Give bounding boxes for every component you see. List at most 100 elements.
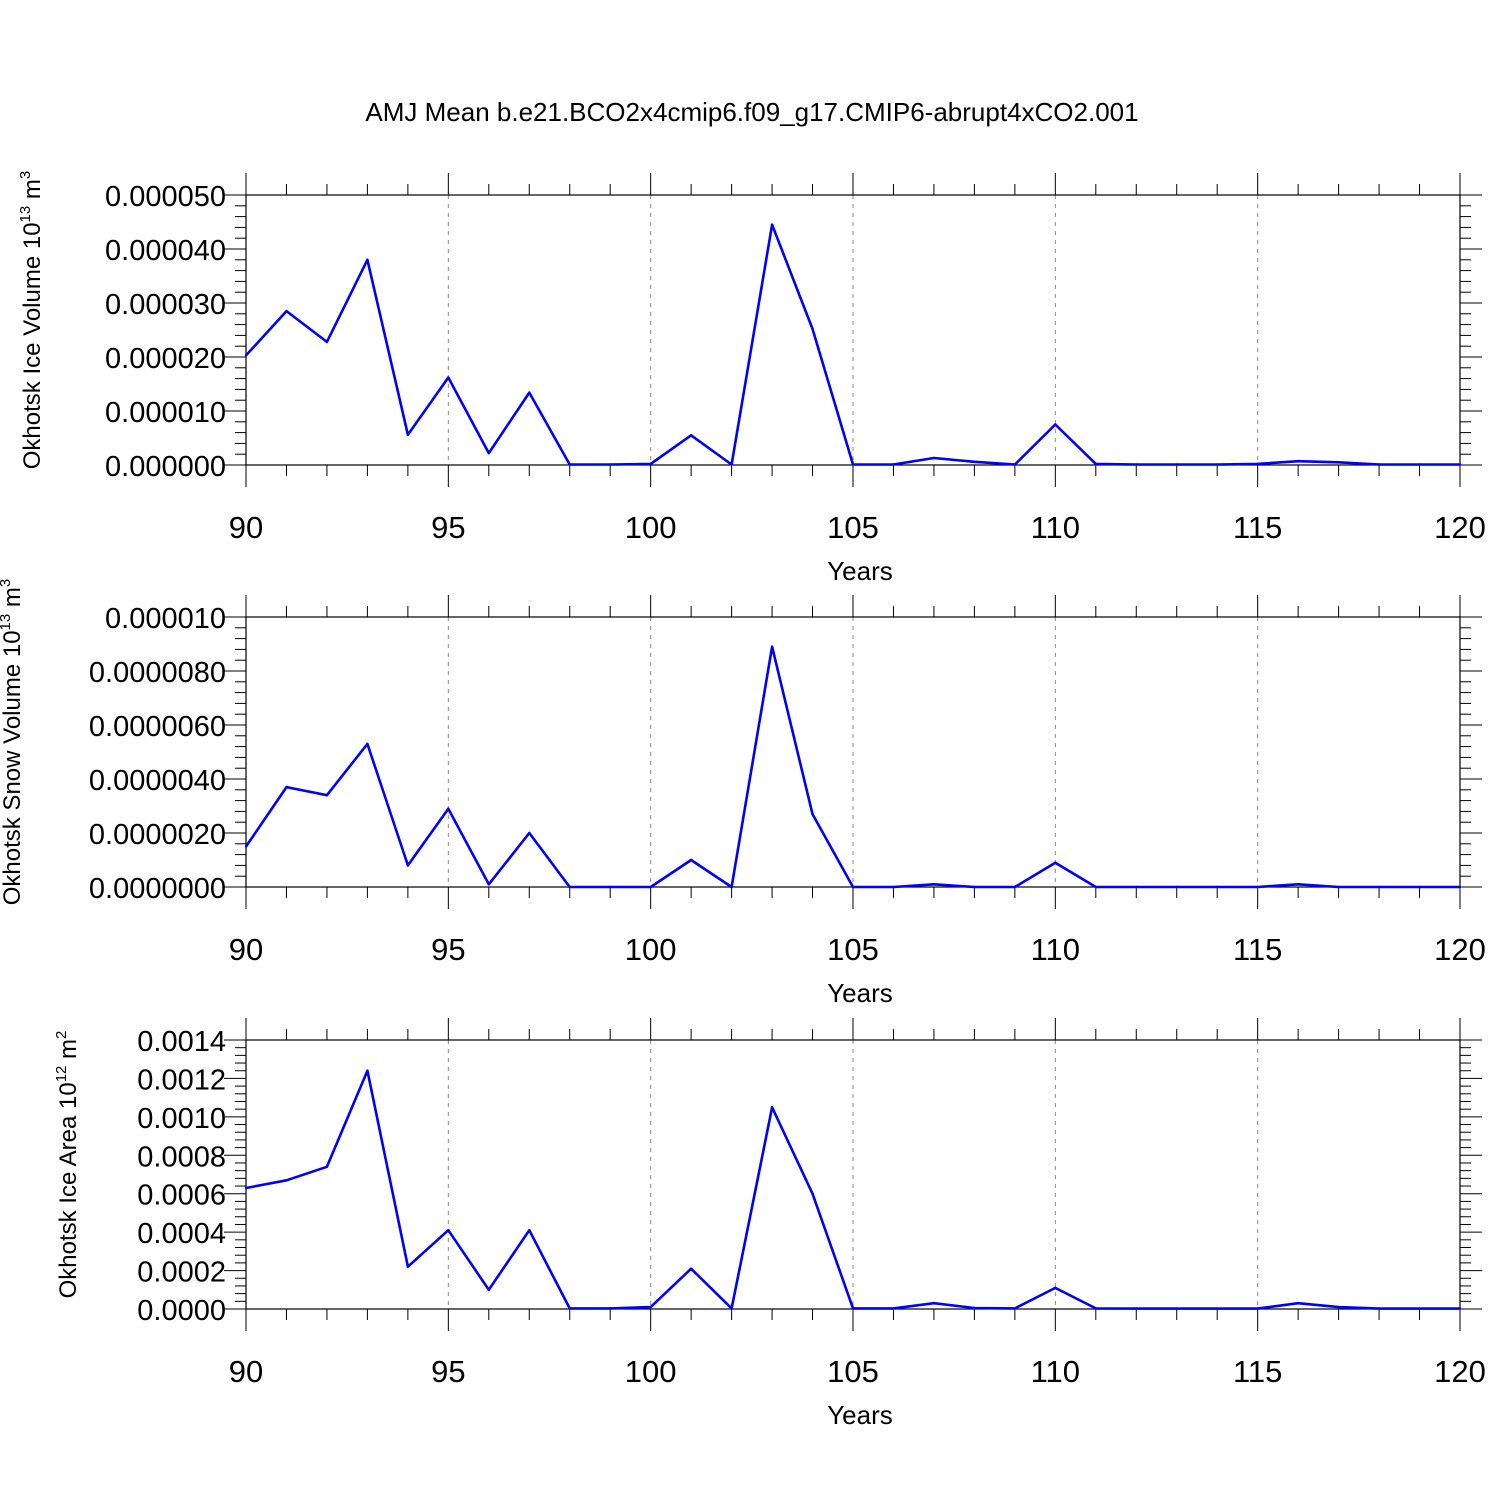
y-tick-label: 0.0010 bbox=[137, 1103, 226, 1135]
data-point bbox=[568, 463, 571, 466]
data-point bbox=[1296, 460, 1300, 463]
data-point bbox=[406, 864, 410, 867]
data-point bbox=[366, 742, 369, 746]
data-point bbox=[1418, 1307, 1421, 1310]
data-point bbox=[325, 340, 329, 344]
data-point bbox=[689, 1267, 693, 1270]
x-tick-label: 105 bbox=[827, 1354, 879, 1389]
panels: 90 95 100 105 110 115 120 0.000000 0.000010 0.000… bbox=[0, 171, 1486, 1430]
data-point bbox=[244, 845, 248, 848]
x-tick-label: 95 bbox=[431, 510, 465, 545]
x-tick-label: 90 bbox=[229, 932, 263, 967]
data-point bbox=[1337, 885, 1340, 889]
data-point bbox=[851, 463, 855, 466]
data-point bbox=[609, 1307, 612, 1310]
y-tick-label: 0.0000020 bbox=[89, 819, 226, 851]
data-point bbox=[1377, 885, 1381, 889]
data-point bbox=[932, 883, 936, 886]
data-point bbox=[1013, 1307, 1017, 1310]
data-point bbox=[1296, 1302, 1300, 1305]
y-axis-label-unit: m bbox=[55, 1039, 82, 1066]
x-tick-label: 105 bbox=[827, 510, 879, 545]
x-axis-label: Years bbox=[827, 1400, 893, 1430]
y-tick-label: 0.000000 bbox=[105, 451, 226, 483]
x-tick-label: 110 bbox=[1031, 510, 1080, 545]
x-tick-label: 95 bbox=[431, 1354, 465, 1389]
data-point bbox=[892, 885, 895, 889]
data-point bbox=[447, 376, 450, 379]
data-point bbox=[730, 1307, 733, 1310]
data-point bbox=[406, 1265, 410, 1268]
y-tick-label: 0.0002 bbox=[137, 1257, 226, 1289]
data-point bbox=[932, 456, 936, 460]
data-point bbox=[1216, 1307, 1219, 1310]
data-point bbox=[528, 391, 531, 394]
data-point bbox=[1135, 885, 1138, 889]
data-point bbox=[811, 327, 814, 331]
data-point bbox=[770, 223, 774, 226]
data-point bbox=[1135, 463, 1138, 466]
plot-title: AMJ Mean b.e21.BCO2x4cmip6.f09_g17.CMIP6… bbox=[365, 97, 1138, 127]
data-point bbox=[568, 1307, 571, 1310]
panel-1: 90 95 100 105 110 115 120 0.000000 0.000010 0.000… bbox=[17, 171, 1486, 586]
data-point bbox=[892, 463, 895, 466]
data-point bbox=[1094, 1307, 1098, 1310]
data-point bbox=[1458, 1307, 1462, 1310]
data-point bbox=[689, 434, 693, 437]
x-tick-label: 100 bbox=[625, 1354, 677, 1389]
data-point bbox=[244, 354, 248, 357]
data-point bbox=[730, 885, 733, 889]
data-point bbox=[406, 433, 410, 436]
data-point bbox=[1175, 885, 1178, 889]
data-point bbox=[892, 1307, 895, 1310]
data-point bbox=[770, 645, 774, 648]
y-tick-label: 0.000040 bbox=[105, 235, 226, 267]
data-point bbox=[1135, 1307, 1138, 1310]
data-point bbox=[447, 1229, 450, 1232]
data-point bbox=[285, 309, 288, 313]
y-axis-label-unit: m bbox=[0, 587, 26, 614]
x-tick-label: 115 bbox=[1233, 1354, 1282, 1389]
data-point bbox=[932, 1302, 936, 1305]
data-point bbox=[244, 1186, 248, 1190]
data-point bbox=[528, 831, 531, 835]
y-axis-label: Okhotsk Snow Volume 1013 m3 bbox=[0, 579, 26, 906]
data-point bbox=[285, 785, 288, 789]
y-axis-label-exponent: 13 bbox=[0, 614, 14, 631]
y-tick-label: 0.0000 bbox=[137, 1295, 226, 1327]
y-tick-label: 0.000010 bbox=[105, 397, 226, 429]
data-point bbox=[1377, 1307, 1381, 1310]
y-tick-label: 0.000050 bbox=[105, 181, 226, 213]
data-point bbox=[487, 1288, 490, 1291]
data-point bbox=[1216, 885, 1219, 889]
data-point bbox=[851, 885, 855, 889]
data-point bbox=[487, 451, 490, 455]
data-point bbox=[1013, 463, 1017, 466]
data-point bbox=[649, 462, 652, 466]
data-point bbox=[1013, 885, 1017, 889]
data-point bbox=[609, 463, 612, 466]
data-point bbox=[1458, 463, 1462, 466]
data-point bbox=[973, 885, 976, 889]
data-point bbox=[1175, 463, 1178, 466]
data-point bbox=[285, 1179, 288, 1182]
x-tick-label: 100 bbox=[625, 510, 677, 545]
x-tick-label: 120 bbox=[1434, 510, 1486, 545]
x-tick-label: 105 bbox=[827, 932, 879, 967]
x-tick-label: 110 bbox=[1031, 1354, 1080, 1389]
y-tick-label: 0.0000080 bbox=[89, 657, 226, 689]
data-point bbox=[487, 883, 490, 886]
data-point bbox=[366, 1069, 369, 1072]
data-point bbox=[325, 1165, 329, 1169]
y-tick-label: 0.000020 bbox=[105, 343, 226, 375]
y-axis-label-exponent: 13 bbox=[17, 206, 34, 223]
data-point bbox=[730, 463, 733, 466]
data-point bbox=[447, 807, 450, 810]
data-point bbox=[528, 1229, 531, 1232]
y-tick-label: 0.0000040 bbox=[89, 765, 226, 797]
x-axis-label: Years bbox=[827, 556, 893, 586]
data-point bbox=[1054, 423, 1057, 426]
x-tick-label: 110 bbox=[1031, 932, 1080, 967]
data-point bbox=[568, 885, 571, 889]
data-point bbox=[1216, 463, 1219, 466]
